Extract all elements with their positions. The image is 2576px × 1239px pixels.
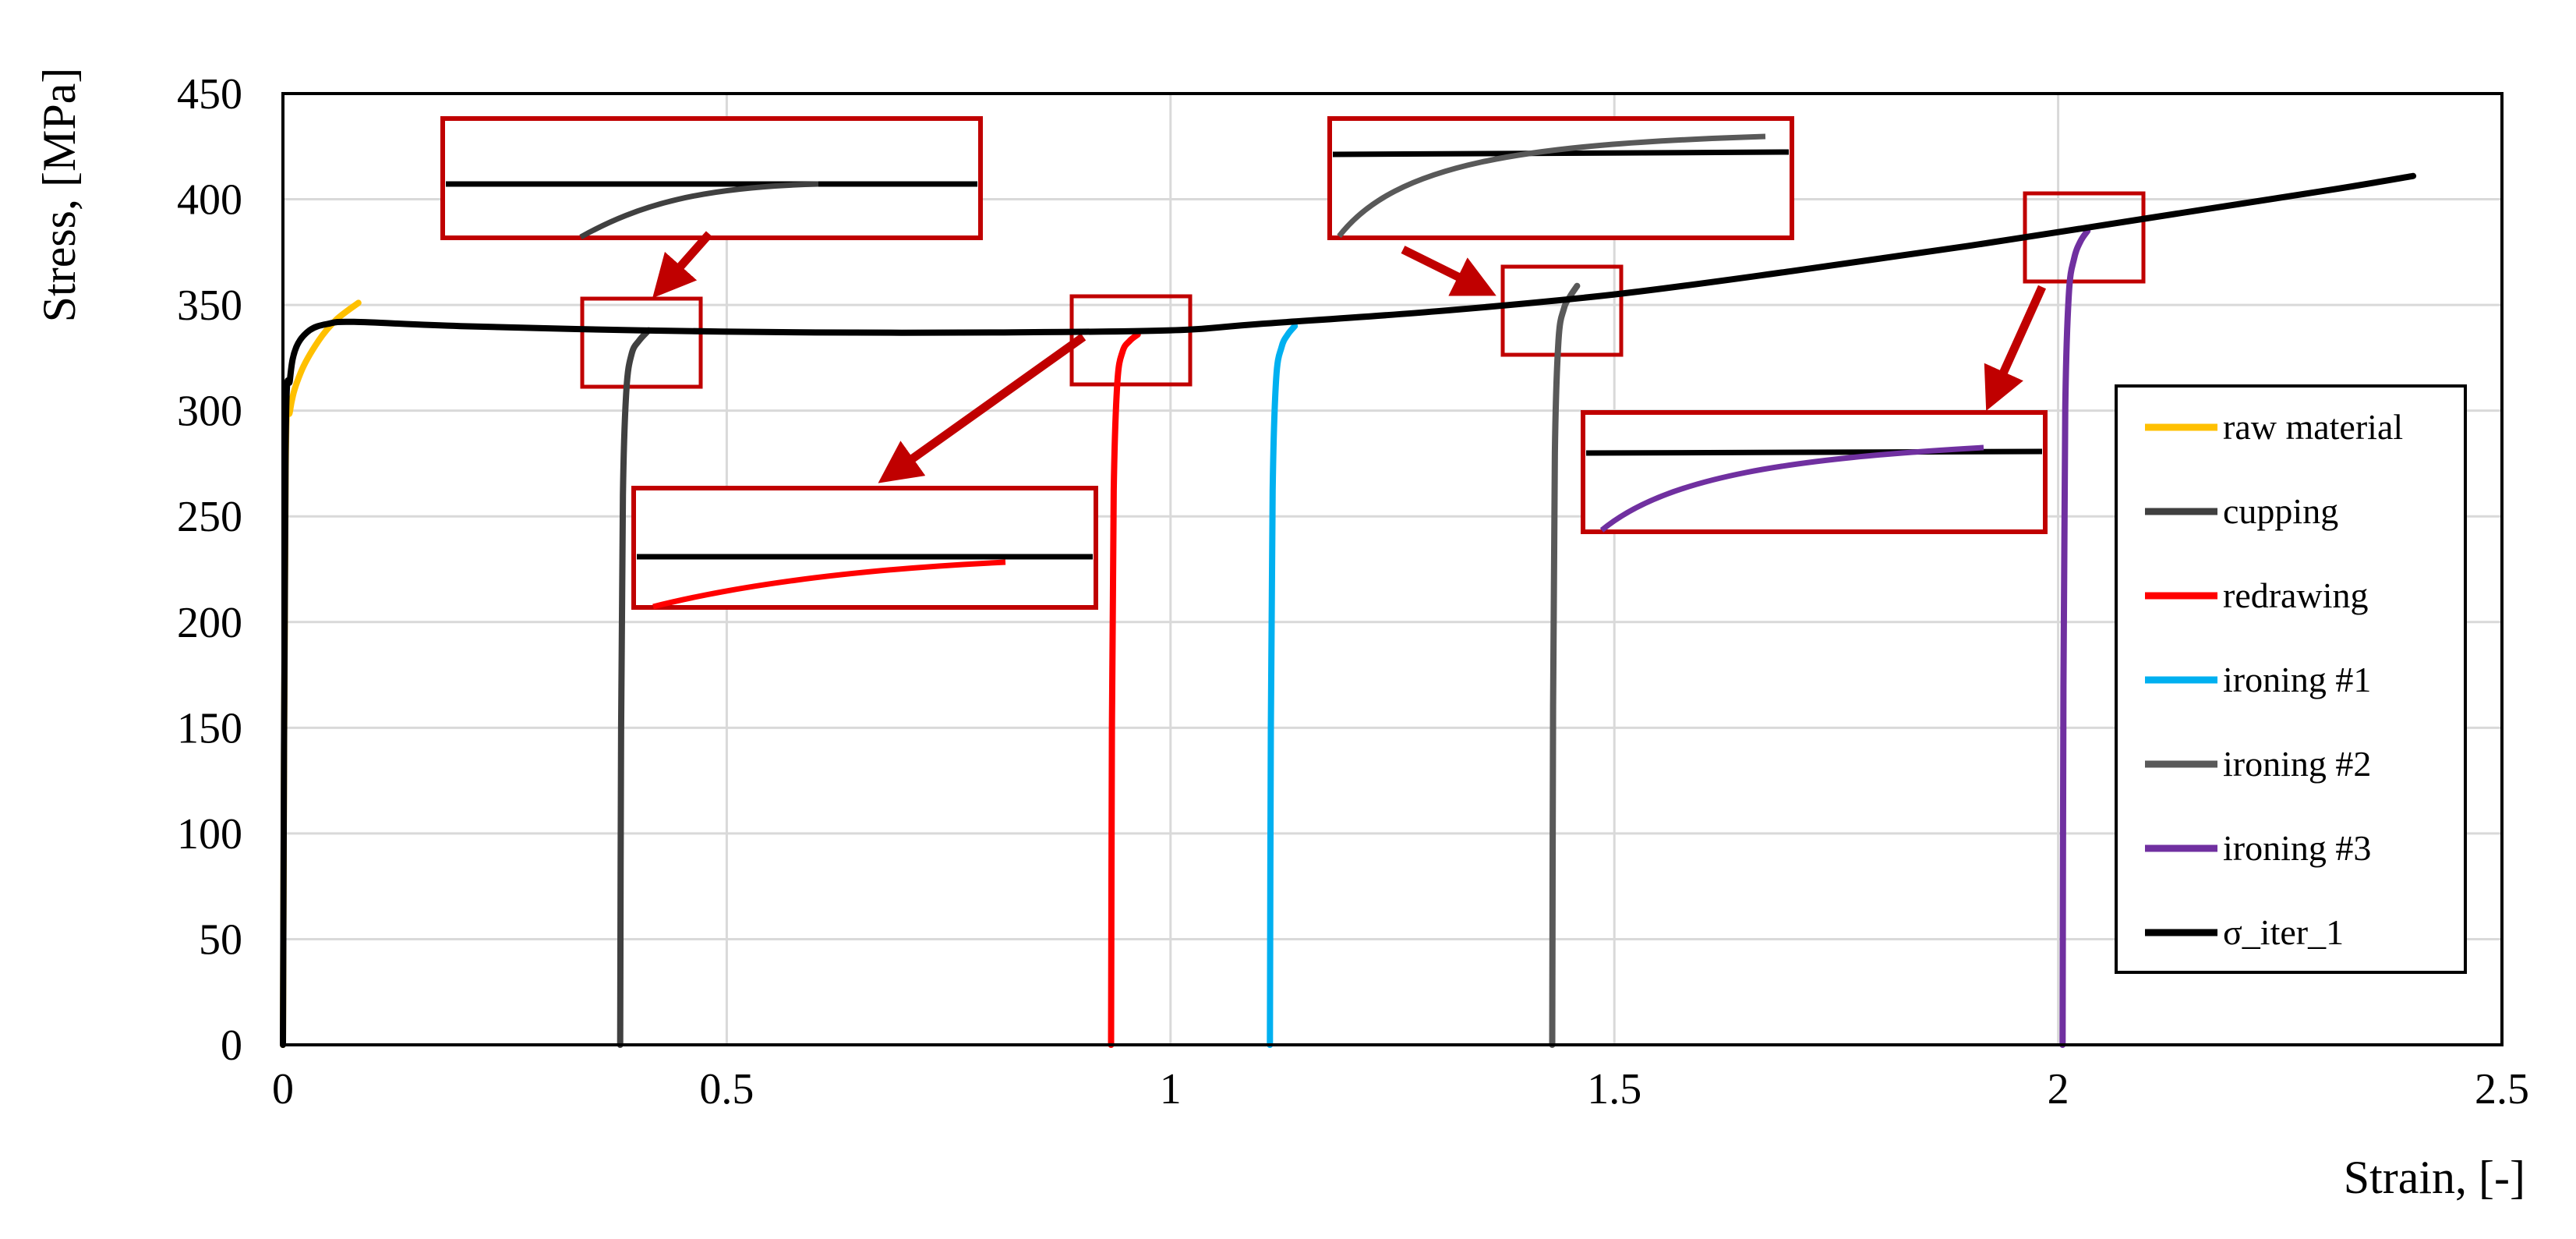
series-line--iter-1: [280, 172, 2417, 1048]
series-line-cupping: [617, 327, 652, 1048]
x-tick-label: 1: [1160, 1065, 1182, 1113]
series-line-ironing-1: [1267, 323, 1299, 1048]
y-axis-label: Stress, [MPa]: [34, 68, 85, 323]
y-tick-label: 0: [221, 1021, 242, 1070]
zoom-box-ironing2: [1327, 116, 1794, 240]
zoom-box-ironing3: [1581, 410, 2048, 534]
zoom-arrow-ironing2: [1401, 246, 1496, 296]
legend-entry: ironing #3: [2223, 828, 2371, 868]
x-tick-label: 2.5: [2475, 1065, 2529, 1113]
y-tick-label: 450: [177, 70, 242, 119]
zoom-box-redrawing: [631, 486, 1098, 610]
tick-labels: 0 50 100 150 200 250 300 350 400 450 0 0.5 1 1.5 2 2.5: [177, 70, 2529, 1113]
y-tick-label: 100: [177, 810, 242, 858]
zoom-marker-ironing2: [1500, 264, 1624, 357]
y-tick-label: 250: [177, 493, 242, 541]
legend: raw material cupping redrawing ironing #1 ir…: [2115, 384, 2467, 974]
legend-entry: raw material: [2223, 407, 2403, 447]
x-tick-label: 0.5: [699, 1065, 754, 1113]
x-axis-label: Strain, [-]: [2344, 1152, 2525, 1203]
legend-entry: σ_iter_1: [2223, 912, 2344, 952]
zoom-arrow-ironing3: [1984, 285, 2047, 412]
legend-entry: cupping: [2223, 491, 2338, 531]
y-tick-label: 300: [177, 388, 242, 436]
plot-frame: [281, 92, 2504, 1046]
x-tick-label: 1.5: [1587, 1065, 1641, 1113]
zoom-box-cupping: [440, 116, 983, 240]
y-tick-label: 150: [177, 704, 242, 752]
x-tick-label: 0: [272, 1065, 294, 1113]
y-tick-label: 400: [177, 176, 242, 225]
zoom-arrow-redrawing: [878, 333, 1087, 483]
y-tick-label: 200: [177, 599, 242, 647]
series-line-redrawing: [1108, 331, 1141, 1048]
y-tick-label: 350: [177, 281, 242, 330]
zoom-insets: [440, 116, 2146, 610]
y-tick-label: 50: [199, 915, 242, 964]
zoom-arrow-cupping: [652, 231, 713, 299]
legend-entry: ironing #2: [2223, 744, 2371, 784]
zoom-marker-cupping: [580, 296, 703, 389]
series-line-ironing-3: [2059, 228, 2091, 1048]
x-tick-label: 2: [2048, 1065, 2069, 1113]
legend-entry: ironing #1: [2223, 660, 2371, 699]
legend-entry: redrawing: [2223, 575, 2368, 615]
